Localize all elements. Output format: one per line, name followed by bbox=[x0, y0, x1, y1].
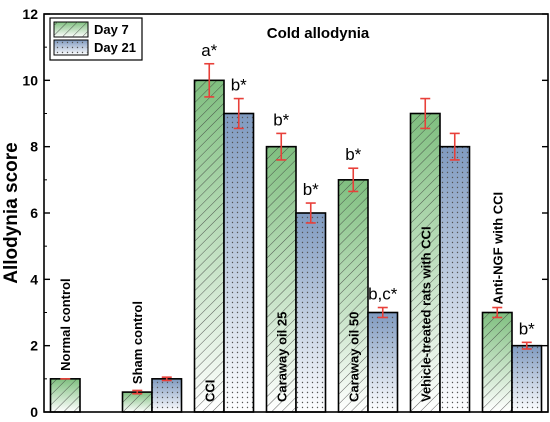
group-label-caraway-oil-25: Caraway oil 25 bbox=[274, 312, 289, 402]
annotations-layer: a* b* b* b* b* b,c* b* bbox=[201, 41, 535, 339]
y-tick-label: 8 bbox=[30, 139, 38, 155]
group-labels-layer: Normal control Sham control CCI Caraway oil… bbox=[58, 192, 505, 402]
significance-label: b* bbox=[231, 76, 247, 95]
y-tick-label: 2 bbox=[30, 338, 38, 354]
significance-label: b* bbox=[345, 145, 361, 164]
legend-label-day-7: Day 7 bbox=[94, 22, 129, 37]
error-bars-layer bbox=[60, 62, 532, 395]
group-label-sham-control: Sham control bbox=[130, 301, 145, 384]
y-tick-label: 6 bbox=[30, 205, 38, 221]
legend-dots-day-21 bbox=[54, 40, 88, 55]
y-axis-title: Allodynia score bbox=[1, 142, 22, 284]
group-label-anti-ngf-with-cci: Anti-NGF with CCI bbox=[490, 192, 505, 305]
bar-day-7-caraway-oil-50-outline bbox=[337, 179, 369, 413]
group-label-normal-control: Normal control bbox=[58, 278, 73, 370]
bar-day-21-sham-control-outline bbox=[151, 378, 183, 413]
y-axis: 0 2 4 6 8 10 12 bbox=[22, 6, 548, 420]
y-tick-label: 0 bbox=[30, 404, 38, 420]
bar-day-7-anti-ngf-with-cci-outline bbox=[481, 311, 513, 413]
significance-label: b* bbox=[303, 180, 319, 199]
legend: Day 7 Day 21 bbox=[49, 17, 143, 61]
bar-day-21-caraway-oil-50-outline bbox=[367, 311, 399, 413]
group-label-cci: CCI bbox=[202, 380, 217, 402]
bar-day-7-sham-control-outline bbox=[121, 391, 153, 413]
significance-label: b,c* bbox=[368, 285, 398, 304]
significance-label: a* bbox=[201, 41, 217, 60]
significance-label: b* bbox=[519, 319, 535, 338]
legend-hatch-day-7 bbox=[54, 22, 88, 37]
bar-day-21-anti-ngf-with-cci-outline bbox=[511, 344, 543, 413]
bar-day-21-caraway-oil-25-outline bbox=[295, 212, 327, 413]
bar-day-21-vehicle-treated-rats-with-cci-outline bbox=[439, 145, 471, 413]
bars-layer bbox=[49, 79, 543, 413]
bar-day-21-cci-outline bbox=[223, 112, 255, 413]
significance-label: b* bbox=[273, 110, 289, 129]
group-label-caraway-oil-50: Caraway oil 50 bbox=[346, 312, 361, 402]
y-tick-label: 12 bbox=[22, 6, 38, 22]
bar-day-7-normal-control-outline bbox=[49, 378, 81, 413]
y-tick-label: 10 bbox=[22, 72, 38, 88]
legend-label-day-21: Day 21 bbox=[94, 40, 136, 55]
group-label-vehicle-treated-rats-with-cci: Vehicle-treated rats with CCI bbox=[418, 226, 433, 402]
chart-title: Cold allodynia bbox=[267, 25, 370, 42]
y-tick-label: 4 bbox=[30, 271, 38, 287]
bar-day-7-cci-outline bbox=[193, 79, 225, 413]
